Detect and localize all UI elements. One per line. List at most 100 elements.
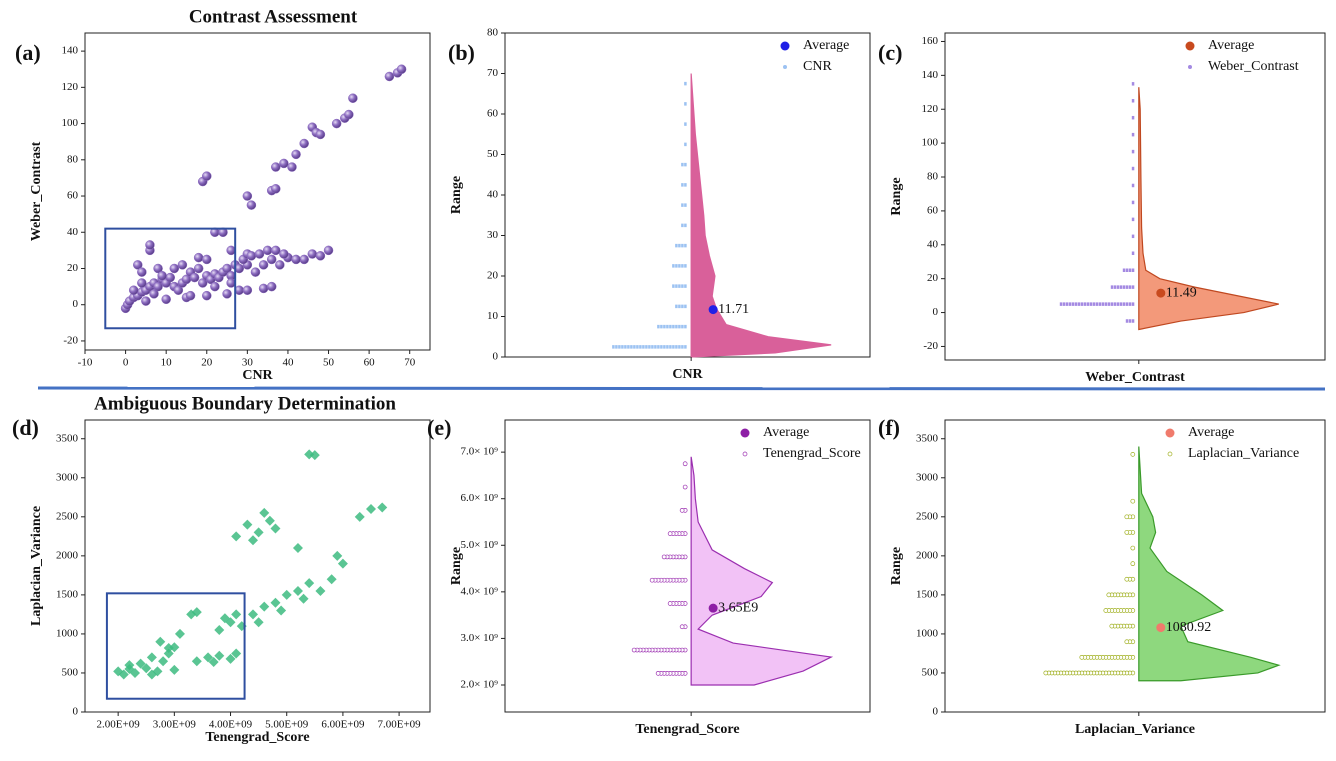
point (202, 171, 212, 181)
point (124, 660, 135, 671)
point (145, 240, 155, 250)
point (275, 260, 285, 270)
strip-point (1124, 530, 1130, 535)
point (163, 642, 174, 653)
panel-label: (d) (12, 415, 39, 440)
point (165, 272, 175, 283)
y-tick-label: 140 (62, 45, 79, 57)
strip-point (1124, 639, 1130, 645)
point (161, 294, 171, 305)
y-tick-label: 3000 (56, 471, 79, 483)
point (309, 450, 320, 461)
point (291, 149, 301, 160)
strip-bin (661, 554, 688, 560)
strip-point (679, 507, 685, 513)
y-tick-label: 20 (927, 272, 939, 284)
point (135, 658, 146, 669)
point (128, 285, 139, 295)
point (225, 653, 236, 664)
x-tick-label: 40 (282, 357, 294, 369)
x-tick-label: 5.00E+09 (265, 719, 309, 731)
violin (1138, 446, 1281, 682)
y-tick-label: 60 (927, 204, 939, 216)
legend-marker (742, 451, 748, 457)
point (292, 585, 303, 596)
x-axis-label: Weber_Contrast (1085, 370, 1185, 385)
y-tick-label: 3000 (916, 471, 939, 483)
point (276, 605, 287, 616)
point (153, 263, 163, 274)
x-axis-label: CNR (672, 367, 703, 382)
point (210, 281, 220, 292)
violin (690, 456, 834, 686)
panel-title: Contrast Assessment (189, 6, 358, 27)
panel-label: (e) (427, 415, 451, 440)
average-point (1156, 288, 1166, 298)
point (270, 523, 281, 534)
point (307, 249, 318, 259)
point (337, 558, 348, 569)
y-tick-label: -20 (923, 340, 938, 352)
point (266, 254, 277, 265)
x-axis-label: Laplacian_Variance (1075, 722, 1195, 737)
y-tick-label: 10 (487, 310, 499, 322)
y-tick-label: 40 (487, 189, 499, 201)
point (137, 267, 147, 277)
average-point (1156, 623, 1166, 633)
point (231, 648, 242, 659)
strip-point (1106, 592, 1112, 598)
point (231, 531, 242, 542)
strip-point (1124, 576, 1130, 582)
point (153, 281, 163, 292)
y-tick-label: 2500 (56, 510, 79, 522)
plot-frame (84, 32, 431, 351)
strip-bin (655, 670, 688, 676)
point (191, 607, 202, 618)
point (396, 64, 407, 74)
legend-marker (740, 428, 750, 438)
point (177, 260, 188, 270)
panel-label: (f) (878, 415, 900, 440)
point (253, 617, 264, 628)
point (258, 260, 269, 270)
plot-frame (944, 419, 1326, 713)
legend-label: Weber_Contrast (1208, 59, 1299, 74)
point (292, 543, 303, 554)
y-tick-label: 140 (922, 69, 939, 81)
point (146, 652, 157, 663)
x-tick-label: 4.00E+09 (209, 719, 253, 731)
point (248, 535, 259, 546)
point (354, 511, 365, 522)
plot-frame (504, 32, 871, 358)
plot-frame (944, 32, 1326, 361)
point (262, 245, 273, 256)
point (250, 267, 261, 277)
point (279, 158, 289, 169)
x-axis-label: Tenengrad_Score (635, 722, 739, 737)
point (326, 574, 337, 585)
y-tick-label: 1000 (916, 627, 939, 639)
point (193, 263, 204, 274)
point (222, 263, 232, 274)
y-tick-label: 2000 (56, 549, 79, 561)
strip-bin (1124, 514, 1136, 520)
point (146, 669, 157, 680)
x-tick-label: 10 (161, 357, 173, 369)
y-tick-label: 1000 (56, 627, 79, 639)
y-tick-label: 500 (62, 666, 79, 678)
point (189, 272, 200, 283)
point (169, 664, 180, 675)
y-tick-label: 0 (73, 706, 79, 718)
y-axis-label: Weber_Contrast (29, 141, 44, 241)
y-tick-label: 7.0× 10⁹ (460, 446, 498, 458)
y-tick-label: 60 (487, 108, 499, 120)
x-tick-label: 60 (364, 357, 376, 369)
x-tick-label: 6.00E+09 (321, 719, 365, 731)
point (271, 245, 281, 256)
strip-point (682, 461, 688, 467)
point (155, 636, 166, 647)
strip-point (1103, 608, 1109, 613)
average-label: 3.65E9 (718, 600, 758, 615)
point (304, 578, 315, 589)
